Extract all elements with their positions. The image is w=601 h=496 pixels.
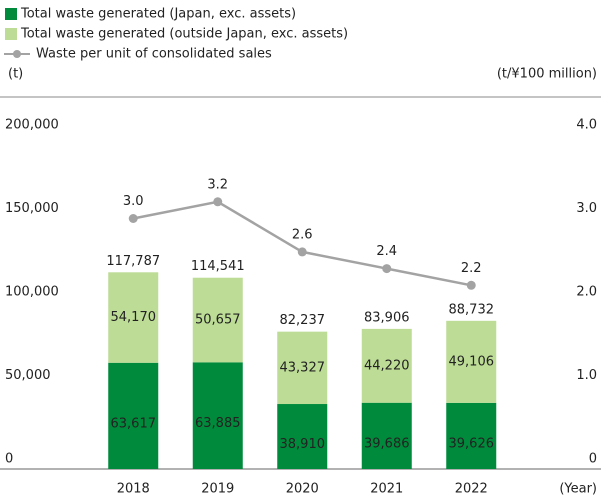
x-tick-label: 2020 [286, 482, 319, 496]
total-label: 114,541 [191, 259, 245, 274]
x-tick-label: 2022 [455, 482, 488, 496]
bar-value-label: 63,885 [195, 416, 241, 431]
line-marker [466, 280, 476, 290]
bar-segment [361, 402, 412, 469]
line-marker [382, 264, 392, 274]
line-value-label: 2.2 [461, 261, 482, 276]
bar-value-label: 54,170 [111, 310, 157, 325]
y-tick-label: 100,000 [5, 285, 59, 300]
bar-segment [192, 362, 243, 469]
bar-segment [192, 277, 243, 363]
x-tick-label: 2019 [201, 482, 234, 496]
total-label: 82,237 [280, 313, 326, 328]
total-label: 88,732 [449, 302, 495, 317]
line-marker [297, 247, 307, 257]
bar-value-label: 39,626 [449, 436, 495, 451]
y2-tick-label: 0 [589, 452, 597, 467]
x-tick-label: 2018 [117, 482, 150, 496]
bar-segment [108, 362, 159, 469]
line-value-label: 3.0 [123, 194, 144, 209]
y-tick-label: 50,000 [5, 368, 51, 383]
line-value-label: 2.6 [292, 227, 313, 242]
bar-segment [277, 404, 328, 469]
y2-tick-label: 3.0 [576, 201, 597, 216]
y-axis-label: (t) [8, 67, 23, 82]
legend-swatch [5, 28, 17, 40]
y2-axis-label: (t/¥100 million) [497, 67, 597, 82]
y-tick-label: 200,000 [5, 118, 59, 133]
legend-label: Total waste generated (Japan, exc. asset… [20, 7, 296, 22]
total-label: 117,787 [106, 254, 160, 269]
y2-tick-label: 1.0 [576, 368, 597, 383]
bar-value-label: 43,327 [280, 360, 326, 375]
bar-value-label: 63,617 [111, 416, 157, 431]
legend-marker [13, 50, 21, 58]
bar-value-label: 49,106 [449, 354, 495, 369]
line-marker [213, 197, 223, 207]
line-value-label: 2.4 [376, 244, 397, 259]
y-tick-label: 150,000 [5, 201, 59, 216]
y2-tick-label: 4.0 [576, 118, 597, 133]
bar-segment [446, 402, 497, 469]
legend-label: Total waste generated (outside Japan, ex… [20, 27, 348, 42]
line-marker [128, 214, 138, 223]
bar-segment [277, 331, 328, 405]
legend-swatch [5, 8, 17, 20]
line-value-label: 3.2 [207, 177, 228, 192]
x-axis-label: (Year) [559, 482, 597, 496]
legend-label: Waste per unit of consolidated sales [36, 47, 272, 62]
bar-segment [361, 328, 412, 403]
bar-value-label: 38,910 [280, 437, 326, 452]
bar-value-label: 44,220 [364, 358, 410, 373]
y-tick-label: 0 [5, 452, 13, 467]
x-tick-label: 2021 [370, 482, 403, 496]
total-label: 83,906 [364, 310, 410, 325]
y2-tick-label: 2.0 [576, 285, 597, 300]
bar-segment [446, 320, 497, 403]
bar-segment [108, 272, 159, 363]
bar-value-label: 39,686 [364, 436, 410, 451]
line [133, 200, 472, 287]
bar-value-label: 50,657 [195, 313, 241, 328]
